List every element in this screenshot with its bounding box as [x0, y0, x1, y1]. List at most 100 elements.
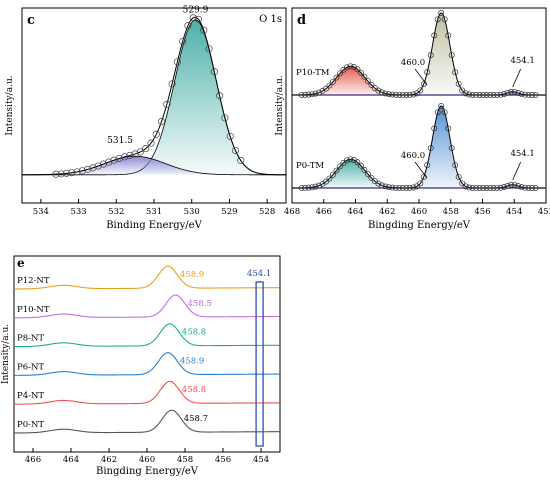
data-point: [336, 70, 343, 77]
annotation-arrow: [512, 68, 522, 88]
data-point: [392, 184, 399, 191]
data-point: [441, 16, 448, 23]
data-point: [78, 167, 86, 175]
data-point: [469, 184, 476, 191]
data-point: [504, 89, 511, 96]
data-point: [305, 91, 312, 98]
panel-label-e: e: [17, 256, 25, 270]
x-tick-label: 458: [443, 207, 459, 217]
data-point: [343, 64, 350, 71]
x-tick-label: 534: [33, 207, 49, 217]
highlight-box: [255, 281, 264, 447]
data-point: [445, 32, 452, 39]
data-point: [403, 92, 410, 98]
data-point: [532, 185, 539, 191]
x-tick-label: 458: [177, 455, 193, 465]
data-point: [452, 162, 459, 169]
data-point: [399, 185, 406, 191]
x-tick-label: 466: [25, 455, 41, 465]
peak-fill-531.5: [22, 156, 286, 175]
data-point: [298, 184, 305, 191]
data-point: [364, 171, 371, 177]
data-point: [173, 58, 181, 66]
data-point: [508, 181, 515, 188]
data-point: [497, 91, 504, 98]
data-point: [99, 160, 108, 168]
data-point: [179, 37, 187, 45]
data-point: [501, 184, 508, 190]
data-point: [389, 91, 396, 98]
peak-fill-529.9: [22, 19, 286, 175]
data-point: [445, 125, 452, 132]
panel-d: P10-TM 460.0 454.1 P0-TM 460.0 454.1 468 466 464…: [275, 7, 550, 231]
data-point: [52, 170, 60, 178]
data-point: [497, 184, 504, 191]
spectrum-label: P10-TM: [296, 68, 330, 78]
data-point: [330, 78, 336, 85]
data-point: [466, 184, 473, 191]
peak-annotation: 460.0: [401, 58, 425, 68]
panel-label-d: d: [297, 13, 306, 28]
data-point: [511, 181, 518, 188]
y-axis-label: Intensity/a.u.: [5, 75, 15, 135]
data-point: [515, 183, 522, 189]
envelope-line: [22, 16, 286, 176]
data-point: [434, 16, 441, 23]
data-point: [462, 90, 469, 97]
data-point: [515, 90, 522, 96]
annotation-arrow: [414, 161, 428, 179]
chart-title: O 1s: [259, 14, 282, 25]
data-point: [333, 167, 340, 174]
x-tick-label: 456: [215, 455, 231, 465]
series-label: P4-NT: [17, 391, 44, 401]
data-point: [131, 150, 139, 158]
data-point: [68, 169, 76, 177]
series-line: [13, 380, 280, 405]
data-point: [326, 82, 333, 89]
data-point: [518, 184, 525, 191]
data-point: [316, 89, 322, 96]
series-label: P6-NT: [17, 362, 44, 372]
data-point: [216, 92, 224, 100]
data-point: [522, 91, 528, 98]
peak-fill-464.3: [292, 66, 546, 95]
series-line: [13, 409, 280, 434]
data-point: [508, 88, 515, 95]
data-point: [438, 103, 445, 109]
data-point: [194, 15, 203, 23]
peak-annotation: 529.9: [183, 5, 209, 15]
data-point: [126, 151, 134, 159]
x-tick-label: 530: [184, 207, 200, 217]
x-tick-label: 454: [506, 207, 522, 217]
annotation-arrow: [512, 161, 522, 181]
data-point: [385, 91, 392, 98]
data-point: [298, 91, 305, 98]
data-point: [147, 139, 155, 147]
series-line: [13, 323, 280, 348]
data-point: [330, 171, 336, 178]
data-point: [413, 90, 420, 97]
data-point: [115, 154, 123, 162]
x-axis-label: Binding Energy/eV: [106, 220, 202, 231]
data-point: [323, 178, 329, 185]
data-point: [221, 114, 229, 122]
data-point: [466, 91, 473, 98]
x-tick-label: 466: [316, 207, 332, 217]
peak-value-label: 458.8: [182, 385, 206, 395]
data-point: [448, 52, 455, 59]
data-point: [168, 80, 176, 88]
series-label: P10-NT: [17, 305, 50, 315]
data-point: [448, 145, 455, 152]
data-point: [210, 68, 218, 76]
series-line: [13, 265, 280, 290]
data-point: [525, 184, 532, 191]
data-point: [361, 166, 368, 173]
y-axis-label: Intensity/a.u.: [1, 324, 11, 384]
data-point: [226, 132, 234, 140]
data-point: [385, 184, 392, 191]
data-point: [406, 184, 413, 191]
x-tick-label: 460: [139, 455, 155, 465]
panel-c: 534 533 532 531 530 529 528 Binding Energy/eV In…: [5, 5, 287, 231]
data-point: [309, 91, 315, 98]
annotation-arrow: [414, 68, 428, 86]
